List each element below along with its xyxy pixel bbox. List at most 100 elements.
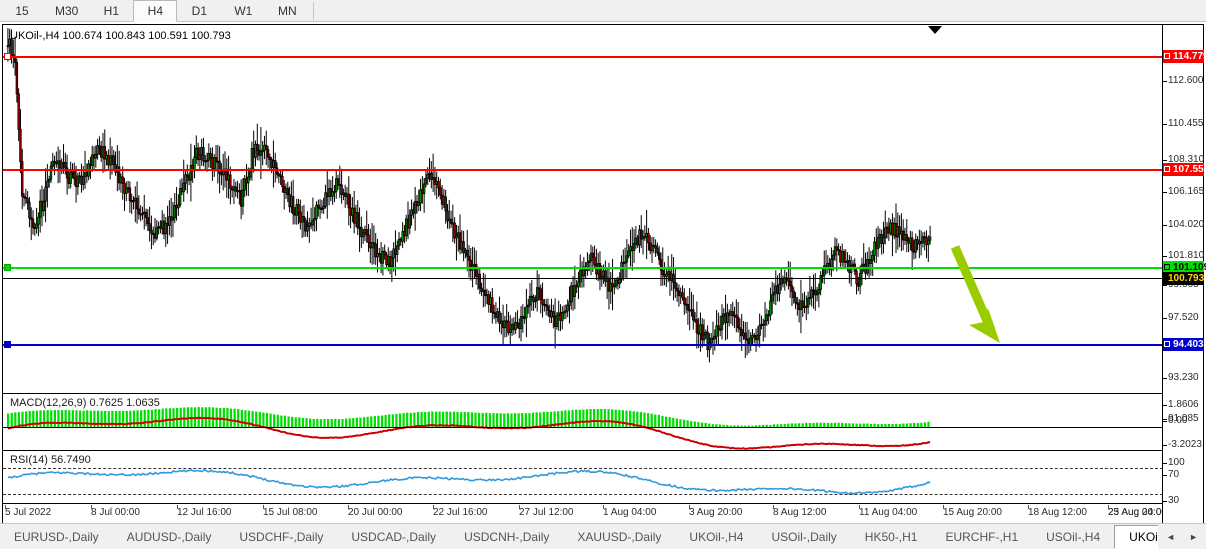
chart-tab-bar: EURUSD-,Daily AUDUSD-,Daily USDCHF-,Daily U… [0, 523, 1206, 549]
price-badge-black[interactable]: 100.793 [1163, 272, 1204, 285]
date-axis-tick [1028, 505, 1029, 509]
date-axis-label: 22 Jul 16:00 [433, 507, 488, 518]
level-line-support-green[interactable] [3, 267, 1163, 269]
rsi-tick: 100 [1163, 457, 1204, 469]
rsi-series [7, 468, 931, 495]
date-axis-label: 18 Aug 12:00 [1028, 507, 1087, 518]
macd-tick: 0.00 [1163, 415, 1204, 427]
chart-tab-ukoilh4[interactable]: UKOil-,H4 [689, 529, 744, 544]
timeframe-button-h1[interactable]: H1 [103, 4, 120, 18]
chart-tab-xauusddaily[interactable]: XAUUSD-,Daily [577, 529, 662, 544]
level-line-current-price [3, 278, 1163, 279]
date-axis-tick [519, 505, 520, 509]
date-axis-tick [859, 505, 860, 509]
chart-tab-audusddaily[interactable]: AUDUSD-,Daily [126, 529, 212, 544]
price-badge-red[interactable]: 114.779 [1163, 50, 1206, 63]
level-line-support-blue[interactable] [3, 344, 1163, 346]
date-axis-label: 8 Jul 00:00 [91, 507, 140, 518]
price-tick: 97.520 [1163, 312, 1204, 324]
chart-tab-usoildaily[interactable]: USOil-,Daily [771, 529, 837, 544]
timeframe-button-mn[interactable]: MN [278, 4, 297, 18]
chart-tab-usdcaddaily[interactable]: USDCAD-,Daily [351, 529, 437, 544]
price-tick: 91.085 [1163, 413, 1204, 425]
date-axis-label: 20 Jul 00:00 [348, 507, 403, 518]
price-badge-value: 101.109 [1173, 262, 1206, 273]
timeframe-button-d1[interactable]: D1 [191, 4, 208, 18]
date-axis-tick [91, 505, 92, 509]
chart-object-marker[interactable] [928, 26, 942, 34]
chart-tabs-list: EURUSD-,Daily AUDUSD-,Daily USDCHF-,Daily U… [0, 524, 1159, 549]
price-tick: 108.310 [1163, 154, 1204, 166]
rsi-guide-30 [3, 494, 1163, 495]
badge-knob-icon [1164, 53, 1170, 59]
price-badge-blue[interactable]: 94.403 [1163, 338, 1204, 351]
date-axis-label: 15 Jul 08:00 [263, 507, 318, 518]
badge-knob-icon [1164, 264, 1170, 270]
date-axis-label: 25 Aug 20:00 [1108, 507, 1167, 518]
timeframe-toolbar: 15 M30 H1 H4 D1 W1 MN [0, 0, 1206, 22]
date-axis: 5 Jul 2022 8 Jul 00:00 12 Jul 16:00 15 Jul … [3, 505, 1167, 523]
date-axis-tick [689, 505, 690, 509]
level-handle-support-green[interactable] [4, 264, 11, 271]
date-axis-tick [263, 505, 264, 509]
date-axis-label: 27 Jul 12:00 [519, 507, 574, 518]
date-axis-label: 3 Aug 20:00 [689, 507, 743, 518]
tab-prev-icon[interactable]: ◄ [1166, 531, 1176, 542]
tab-next-icon[interactable]: ► [1189, 531, 1198, 542]
price-badge-value: 114.779 [1173, 51, 1206, 62]
chart-tab-eurusddaily[interactable]: EURUSD-,Daily [14, 529, 99, 544]
tab-navigation: ◄ ► [1158, 524, 1206, 549]
date-axis-label: 11 Aug 04:00 [859, 507, 918, 518]
macd-label: MACD(12,26,9) 0.7625 1.0635 [10, 397, 160, 409]
rsi-label: RSI(14) 56.7490 [10, 454, 91, 466]
date-axis-label: 5 Jul 2022 [5, 507, 52, 518]
chart-area[interactable]: UKOil-,H4 100.674 100.843 100.591 100.79… [2, 24, 1206, 523]
date-axis-tick [433, 505, 434, 509]
price-tick: 101.810 [1163, 250, 1204, 262]
chart-tab-usdchfdaily[interactable]: USDCHF-,Daily [239, 529, 324, 544]
timeframe-button-w1[interactable]: W1 [234, 4, 253, 18]
price-badge-green[interactable]: 101.109 [1163, 261, 1206, 274]
date-axis-label: 1 Aug 04:00 [603, 507, 657, 518]
macd-tick: 1.8606 [1163, 399, 1204, 411]
level-handle-upper-resistance[interactable] [4, 53, 11, 60]
price-tick: 110.455 [1163, 118, 1204, 130]
date-axis-tick [603, 505, 604, 509]
price-badge-value: 107.558 [1173, 164, 1206, 175]
price-tick: 106.165 [1163, 186, 1204, 198]
rsi-pane[interactable]: RSI(14) 56.7490 [3, 452, 1163, 504]
date-axis-tick [1108, 505, 1109, 509]
chart-tab-ukoilh4[interactable]: UKOil-,H4 [1114, 525, 1159, 549]
level-line-upper-resistance[interactable] [3, 56, 1163, 58]
macd-series [7, 407, 931, 450]
macd-pane[interactable]: MACD(12,26,9) 0.7625 1.0635 [3, 395, 1163, 451]
timeframe-button-m30[interactable]: M30 [55, 4, 79, 18]
price-tick: 104.020 [1163, 219, 1204, 231]
price-badge-value: 94.403 [1173, 339, 1204, 350]
timeframe-button-15[interactable]: 15 [15, 4, 29, 18]
price-pane[interactable]: UKOil-,H4 100.674 100.843 100.591 100.79… [3, 25, 1163, 394]
date-axis-tick [177, 505, 178, 509]
candlestick-series [6, 27, 932, 363]
level-handle-support-blue[interactable] [4, 341, 11, 348]
price-badge-red[interactable]: 107.558 [1163, 163, 1206, 176]
timeframe-button-group: 15 M30 H1 H4 D1 W1 MN [0, 0, 318, 22]
chart-tab-eurchfh1[interactable]: EURCHF-,H1 [945, 529, 1019, 544]
price-scale[interactable]: 112.600 110.455 108.310 106.165 104.020 101.8… [1162, 25, 1206, 523]
price-badge-value: 100.793 [1168, 273, 1205, 284]
chart-tab-usdcnhdaily[interactable]: USDCNH-,Daily [464, 529, 550, 544]
symbol-ohlc-label: UKOil-,H4 100.674 100.843 100.591 100.79… [10, 30, 231, 42]
timeframe-button-h4[interactable]: H4 [133, 0, 178, 22]
date-axis-tick [5, 505, 6, 509]
chart-tab-hk50h1[interactable]: HK50-,H1 [864, 529, 918, 544]
date-axis-tick [773, 505, 774, 509]
chart-tab-usoilh4[interactable]: USOil-,H4 [1046, 529, 1101, 544]
date-axis-label: 23 Aug 04:00 [1108, 507, 1167, 518]
rsi-tick: 70 [1163, 469, 1204, 481]
price-tick: 112.600 [1163, 75, 1204, 87]
level-line-resistance[interactable] [3, 169, 1163, 171]
price-tick: 93.230 [1163, 372, 1204, 384]
date-axis-label: 12 Jul 16:00 [177, 507, 232, 518]
badge-knob-icon [1164, 341, 1170, 347]
